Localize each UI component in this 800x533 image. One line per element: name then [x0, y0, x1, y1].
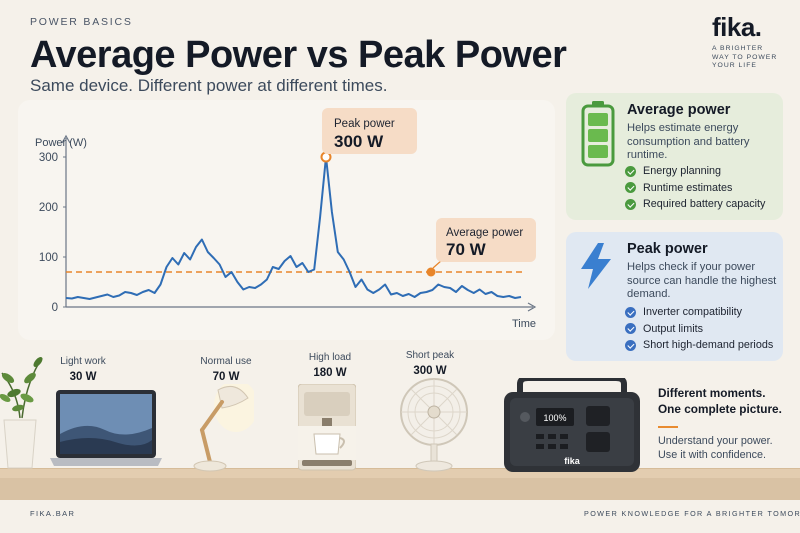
peak-power-description: Helps check if your power source can han…: [627, 261, 777, 300]
list-item-label: Required battery capacity: [643, 198, 766, 211]
list-item-label: Inverter compatibility: [643, 306, 743, 319]
check-icon: [625, 339, 636, 351]
closing-headline: Different moments. One complete picture.: [658, 386, 793, 417]
check-icon: [625, 165, 636, 177]
list-item: Energy planning: [625, 163, 765, 180]
kicker-label: POWER BASICS: [30, 16, 133, 28]
device-watts: 300 W: [413, 365, 447, 377]
average-callout-box: [436, 218, 536, 262]
device-watts: 180 W: [313, 367, 347, 379]
device-name: Normal use: [200, 356, 252, 367]
closing-divider: [658, 426, 678, 428]
check-icon: [625, 306, 636, 318]
device-label-laptop: Light work 30 W: [43, 356, 123, 383]
check-icon: [625, 182, 636, 194]
desk-lamp-icon: [193, 384, 254, 472]
closing-text-line: Understand your power.: [658, 435, 773, 447]
station-display: 100%: [543, 413, 566, 423]
device-label-coffee: High load 180 W: [290, 352, 370, 379]
page-subtitle: Same device. Different power at differen…: [30, 76, 388, 95]
closing-headline-line: One complete picture.: [658, 401, 782, 416]
closing-headline-line: Different moments.: [658, 386, 766, 400]
list-item-label: Runtime estimates: [643, 181, 733, 194]
chart-panel: 0 100 200 300 Power (W) Time Peak power 300 W Av…: [18, 100, 555, 340]
average-marker: [426, 267, 436, 277]
device-name: Light work: [60, 356, 106, 367]
peak-power-card: Peak power Helps check if your power sou…: [566, 232, 783, 361]
device-label-fan: Short peak 300 W: [390, 350, 470, 377]
fan-icon: [400, 378, 468, 472]
average-callout-value: 70 W: [446, 240, 487, 259]
average-callout-label: Average power: [446, 227, 523, 239]
average-power-title: Average power: [627, 102, 731, 118]
footer-slogan: POWER KNOWLEDGE FOR A BRIGHTER TOMORROW: [584, 509, 800, 518]
plant-icon: [0, 357, 43, 469]
bolt-icon: [581, 243, 611, 289]
device-name: Short peak: [405, 350, 455, 361]
brand-tagline-line: YOUR LIFE: [712, 62, 757, 69]
list-item: Short high-demand periods: [625, 337, 773, 354]
power-chart: 0 100 200 300 Power (W) Time Peak power 300 W Av…: [35, 108, 537, 330]
peak-power-title: Peak power: [627, 241, 708, 257]
laptop-icon: [50, 390, 162, 466]
x-axis-arrow: [527, 302, 537, 312]
list-item: Runtime estimates: [625, 180, 765, 197]
closing-text: Understand your power. Use it with confi…: [658, 435, 793, 462]
list-item: Inverter compatibility: [625, 304, 773, 321]
device-label-lamp: Normal use 70 W: [186, 356, 266, 383]
peak-callout-value: 300 W: [334, 132, 384, 151]
y-axis-arrow: [61, 134, 71, 144]
y-tick-label: 0: [52, 302, 58, 314]
page-title: Average Power vs Peak Power: [30, 34, 567, 76]
y-tick-label: 100: [39, 252, 58, 264]
station-brand: fika: [564, 456, 581, 466]
list-item-label: Short high-demand periods: [643, 339, 774, 352]
peak-power-list: Inverter compatibility Output limits Sho…: [625, 304, 773, 354]
y-axis-label: Power (W): [35, 137, 87, 149]
table-edge: [0, 478, 800, 500]
brand-tagline-line: A BRIGHTER: [712, 45, 764, 52]
footer: [0, 500, 800, 533]
y-tick-label: 200: [39, 202, 58, 214]
average-power-description: Helps estimate energy consumption and ba…: [627, 122, 750, 161]
brand-logo: fika. A BRIGHTER WAY TO POWER YOUR LIFE: [712, 12, 794, 71]
peak-callout-box: [322, 108, 417, 154]
list-item-label: Energy planning: [643, 165, 722, 178]
brand-tagline: A BRIGHTER WAY TO POWER YOUR LIFE: [712, 45, 794, 71]
device-watts: 70 W: [212, 371, 240, 383]
list-item: Output limits: [625, 321, 773, 338]
closing-message: Different moments. One complete picture.…: [658, 386, 793, 462]
device-watts: 30 W: [69, 371, 97, 383]
list-item: Required battery capacity: [625, 196, 765, 213]
brand-name: fika.: [712, 12, 762, 42]
peak-callout-label: Peak power: [334, 118, 395, 130]
footer-site: FIKA.BAR: [30, 509, 76, 518]
y-tick-label: 300: [39, 152, 58, 164]
coffee-machine-icon: [298, 384, 356, 471]
average-power-list: Energy planning Runtime estimates Requir…: [625, 163, 765, 213]
list-item-label: Output limits: [643, 322, 703, 335]
closing-text-line: Use it with confidence.: [658, 448, 767, 461]
x-axis-label: Time: [512, 318, 536, 330]
battery-icon: [581, 101, 615, 167]
power-series-line: [65, 156, 522, 300]
check-icon: [625, 323, 636, 335]
device-name: High load: [308, 352, 352, 363]
average-power-card: Average power Helps estimate energy cons…: [566, 93, 783, 220]
check-icon: [625, 198, 636, 210]
brand-tagline-line: WAY TO POWER: [712, 53, 778, 61]
power-station-icon: 100% fika: [504, 378, 640, 472]
